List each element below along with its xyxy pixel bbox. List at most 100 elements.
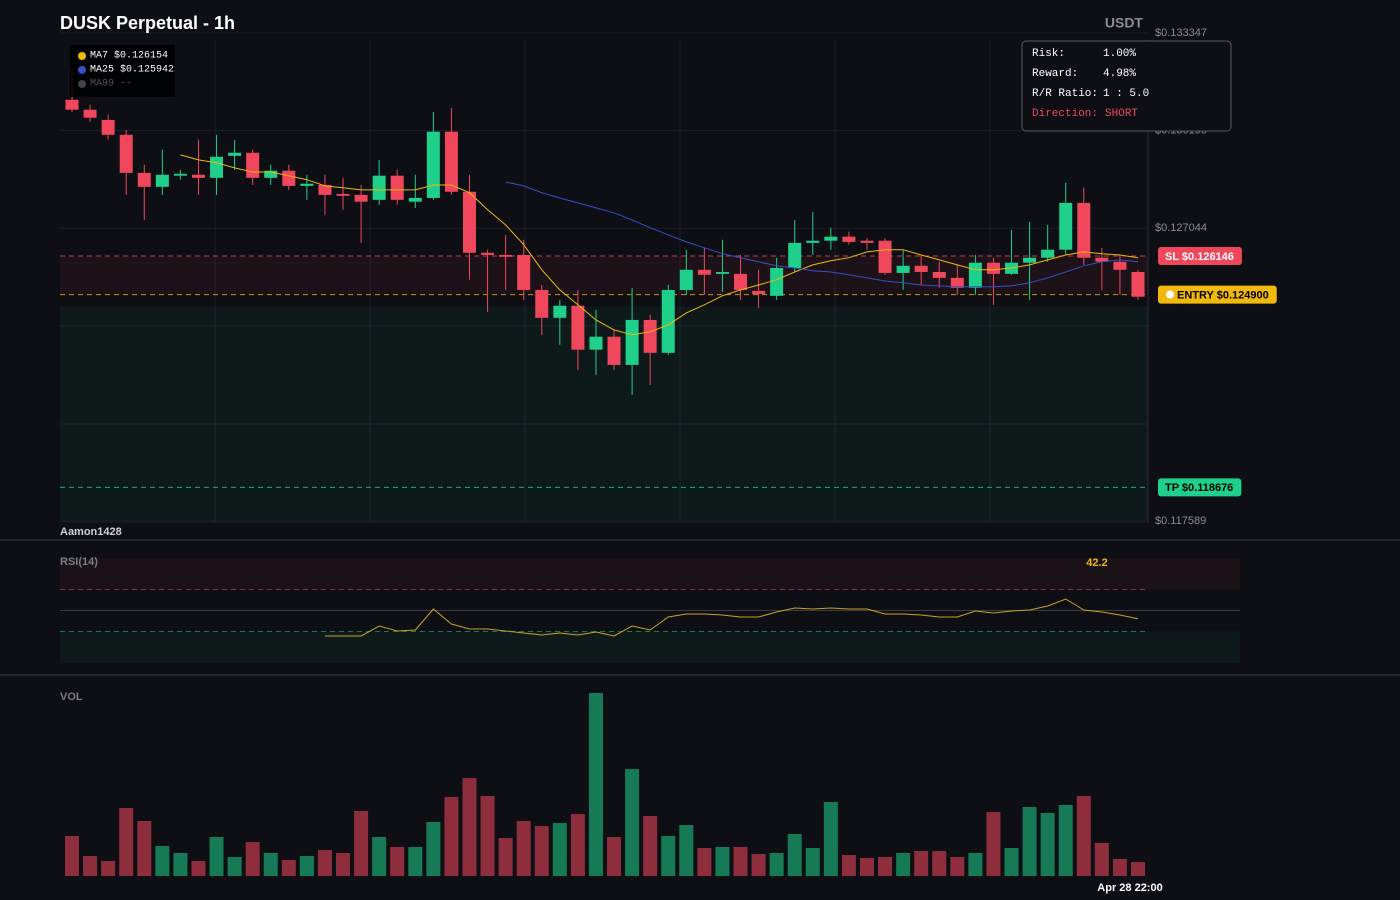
volume-bar (516, 821, 531, 876)
ma-legend: MA7 $0.126154 MA25 $0.125942 MA99 -- (70, 45, 175, 97)
volume-title: VOL (60, 691, 83, 703)
candle-body (1041, 249, 1055, 258)
candle-body (896, 265, 910, 273)
risk-value: 1 : 5.0 (1103, 88, 1149, 100)
candle-body (137, 172, 151, 187)
candle-body (697, 269, 711, 275)
volume-bar (896, 853, 911, 876)
volume-bar (372, 837, 387, 876)
volume-bar (733, 847, 748, 876)
risk-box-bg (1021, 40, 1232, 132)
candle-body (571, 305, 585, 350)
candle-body (752, 290, 766, 294)
rsi-oversold-zone (60, 631, 1240, 663)
candle-body (1131, 271, 1145, 297)
candle-body (372, 175, 386, 200)
candle-body (481, 252, 495, 255)
risk-label: R/R Ratio: (1032, 88, 1098, 100)
currency: USDT (1105, 15, 1144, 31)
candle-body (228, 152, 242, 156)
legend-dot (78, 80, 86, 88)
volume-bar (552, 823, 567, 876)
candle-body (499, 254, 513, 257)
volume-bar (841, 855, 856, 876)
volume-bar (859, 858, 874, 876)
volume-bar (299, 856, 314, 876)
y-tick-label: $0.127044 (1155, 222, 1207, 234)
volume-bar (534, 826, 549, 876)
volume-bar (932, 851, 947, 876)
candle-body (860, 240, 874, 243)
candle-body (625, 319, 639, 365)
y-tick-label: $0.133347 (1155, 27, 1207, 39)
candle-body (282, 170, 296, 186)
candle-body (390, 175, 404, 200)
rsi-value-label: 42.2 (1086, 557, 1107, 569)
watermark: Aamon1428 (60, 526, 122, 538)
risk-value: 4.98% (1103, 68, 1136, 80)
candle-body (878, 240, 892, 273)
volume-bar (83, 856, 98, 876)
candle-body (210, 156, 224, 178)
candle-body (914, 265, 928, 272)
volume-bar (336, 853, 351, 876)
legend-dot (78, 52, 86, 60)
volume-bar (1058, 805, 1073, 876)
candle-body (553, 305, 567, 318)
candle-body (300, 183, 314, 186)
moving-average (180, 154, 1139, 336)
volume-bar (1094, 843, 1109, 876)
volume-bar (751, 854, 766, 876)
candle-body (986, 262, 1000, 274)
volume-bar (390, 847, 405, 876)
volume-bar (209, 837, 224, 876)
volume-bar (878, 857, 893, 876)
volume-bar (607, 837, 622, 876)
candle-body (1059, 202, 1073, 250)
candle-body (734, 273, 748, 290)
level-tag-bg (1158, 247, 1242, 266)
volume-bar (462, 778, 477, 876)
candle-body (1023, 257, 1037, 263)
volume-bar (480, 796, 495, 876)
volume-bar (498, 838, 513, 876)
candle-body (155, 174, 169, 187)
ma-legend-bg (70, 45, 175, 97)
candle-body (408, 197, 422, 202)
level-tag: TP $0.118676 (1158, 478, 1242, 497)
volume-bar (661, 836, 676, 876)
volume-bar (950, 857, 965, 876)
candle-body (589, 336, 603, 350)
candle-body (191, 174, 205, 178)
volume-bar (426, 822, 441, 876)
volume-bar (119, 808, 134, 876)
y-tick-label: $0.117589 (1155, 515, 1206, 527)
candle-body (1113, 261, 1127, 270)
volume-bar (281, 860, 296, 876)
chart-title: DUSK Perpetual - 1h (60, 13, 235, 33)
volume-bar (173, 853, 188, 876)
rsi-title: RSI(14) (60, 556, 98, 568)
moving-average (505, 181, 1139, 288)
volume-bar (625, 769, 640, 876)
volume-bar (245, 842, 260, 876)
risk-value: 1.00% (1103, 48, 1136, 60)
volume-bar (697, 848, 712, 876)
legend-label: MA25 $0.125942 (90, 64, 174, 76)
volume-bar (588, 693, 603, 876)
level-label: TP $0.118676 (1165, 482, 1233, 494)
level-dot (1166, 290, 1174, 299)
risk-value: SHORT (1105, 108, 1138, 120)
volume-bar (643, 816, 658, 876)
candle-body (950, 277, 964, 288)
candle-body (535, 289, 549, 318)
volume-bar (263, 853, 278, 876)
candle-body (770, 267, 784, 296)
risk-box: Risk: 1.00% Reward: 4.98% R/R Ratio: 1 : 5.0 D… (1021, 40, 1232, 132)
volume-bar (1112, 859, 1127, 876)
stop-zone (60, 256, 1148, 295)
candle-body (968, 262, 982, 288)
